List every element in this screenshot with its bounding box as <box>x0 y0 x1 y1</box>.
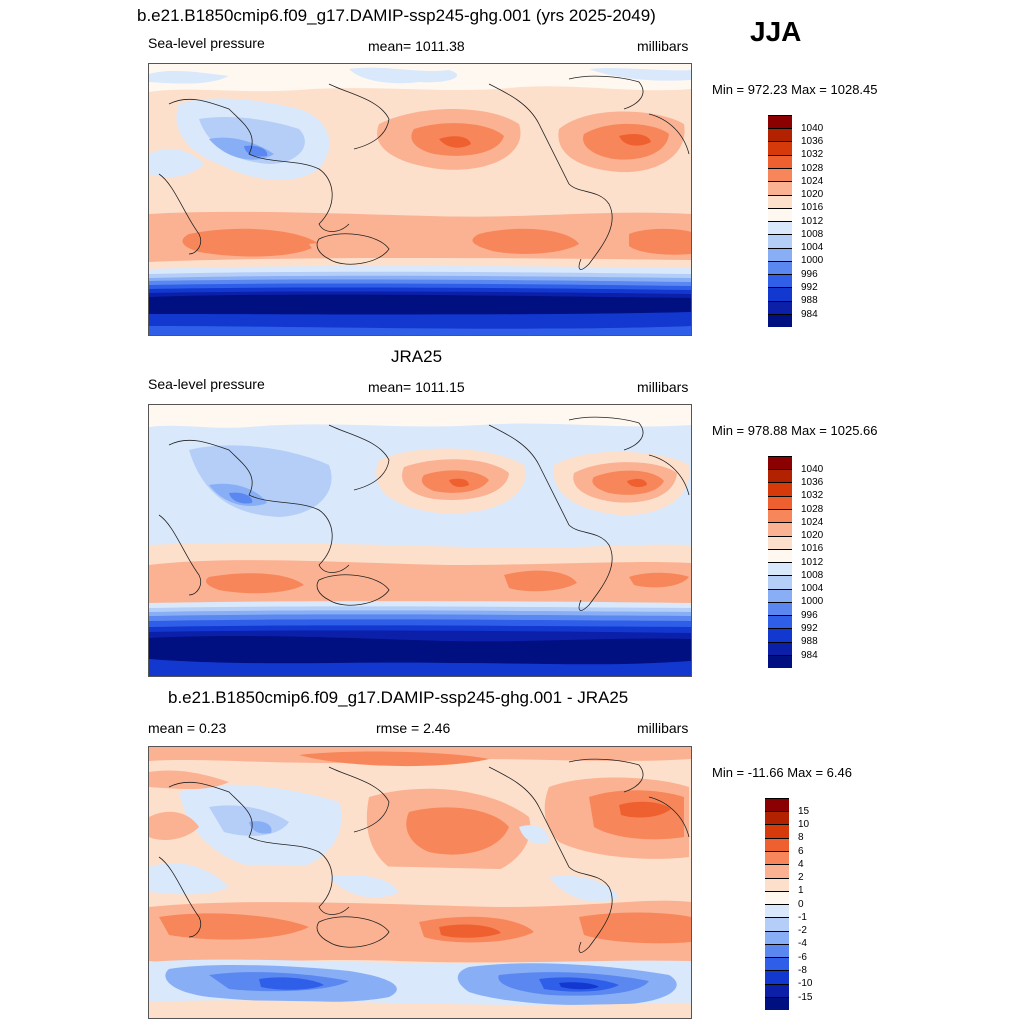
panel3-cbar-label: 8 <box>798 832 804 843</box>
panel1-cbar-label: 1008 <box>801 229 824 240</box>
panel2-cbar-label: 1012 <box>801 557 824 568</box>
panel1-cbar-label: 996 <box>801 269 818 280</box>
panel2-cbar-label: 992 <box>801 623 818 634</box>
panel2-cbar-label: 1024 <box>801 517 824 528</box>
panel1-minmax: Min = 972.23 Max = 1028.45 <box>712 82 878 97</box>
panel1-cbar-label: 1040 <box>801 123 824 134</box>
panel1-cbar-label: 1024 <box>801 176 824 187</box>
season-label: JJA <box>750 16 802 47</box>
panel3-cbar-label: 6 <box>798 846 804 857</box>
panel3-cbar-label: 15 <box>798 806 810 817</box>
panel2-cbar-label: 1008 <box>801 570 824 581</box>
panel3-title: b.e21.B1850cmip6.f09_g17.DAMIP-ssp245-gh… <box>168 688 629 707</box>
panel3-units-label: millibars <box>637 720 689 736</box>
panel1-cbar-label: 1028 <box>801 163 824 174</box>
panel2-cbar-label: 1016 <box>801 543 824 554</box>
panel1-cbar-label: 1020 <box>801 189 824 200</box>
panel3-cbar-label: -2 <box>798 925 807 936</box>
panel1-cbar-label: 1016 <box>801 202 824 213</box>
panel2-cbar-label: 1020 <box>801 530 824 541</box>
panel1-cbar-label: 1000 <box>801 255 824 266</box>
panel3-cbar-label: 2 <box>798 872 804 883</box>
panel2-mean-label: mean= 1011.15 <box>368 379 465 395</box>
panel3-map <box>148 746 692 1019</box>
panel1-cbar-label: 1032 <box>801 149 824 160</box>
panel2-cbar-label: 1032 <box>801 490 824 501</box>
panel2-cbar-label: 1000 <box>801 596 824 607</box>
panel1-cbar-label: 1036 <box>801 136 824 147</box>
panel3-mean-label: mean = 0.23 <box>148 720 227 736</box>
panel1-variable-label: Sea-level pressure <box>148 35 265 51</box>
panel2-cbar-label: 984 <box>801 650 818 661</box>
panel1-map <box>148 63 692 336</box>
panel3-minmax: Min = -11.66 Max = 6.46 <box>712 765 852 780</box>
panel2-title: JRA25 <box>391 347 443 366</box>
panel1-cbar-label: 988 <box>801 295 818 306</box>
panel2-variable-label: Sea-level pressure <box>148 376 265 392</box>
panel3-cbar-label: -15 <box>798 992 813 1003</box>
panel2-minmax: Min = 978.88 Max = 1025.66 <box>712 423 878 438</box>
panel3-cbar-label: -4 <box>798 938 807 949</box>
panel2-cbar-label: 1040 <box>801 464 824 475</box>
panel1-cbar-label: 1004 <box>801 242 824 253</box>
panel1-cbar-label: 984 <box>801 309 818 320</box>
panel2-map <box>148 404 692 677</box>
panel3-cbar-label: -10 <box>798 978 813 989</box>
figure-title: b.e21.B1850cmip6.f09_g17.DAMIP-ssp245-gh… <box>137 6 656 25</box>
panel2-cbar-label: 1028 <box>801 504 824 515</box>
panel1-units-label: millibars <box>637 38 689 54</box>
panel3-cbar-label: 10 <box>798 819 810 830</box>
panel2-cbar-label: 996 <box>801 610 818 621</box>
panel2-cbar-label: 988 <box>801 636 818 647</box>
panel3-cbar-label: -6 <box>798 952 807 963</box>
panel3-cbar-label: 4 <box>798 859 804 870</box>
panel2-cbar-label: 1036 <box>801 477 824 488</box>
panel1-cbar-label: 1012 <box>801 216 824 227</box>
panel2-units-label: millibars <box>637 379 689 395</box>
panel3-cbar-label: 0 <box>798 899 804 910</box>
panel1-mean-label: mean= 1011.38 <box>368 38 465 54</box>
panel3-cbar-label: 1 <box>798 885 804 896</box>
panel2-cbar-label: 1004 <box>801 583 824 594</box>
panel3-cbar-label: -8 <box>798 965 807 976</box>
panel3-rmse-label: rmse = 2.46 <box>376 720 451 736</box>
panel3-cbar-label: -1 <box>798 912 807 923</box>
panel1-cbar-label: 992 <box>801 282 818 293</box>
